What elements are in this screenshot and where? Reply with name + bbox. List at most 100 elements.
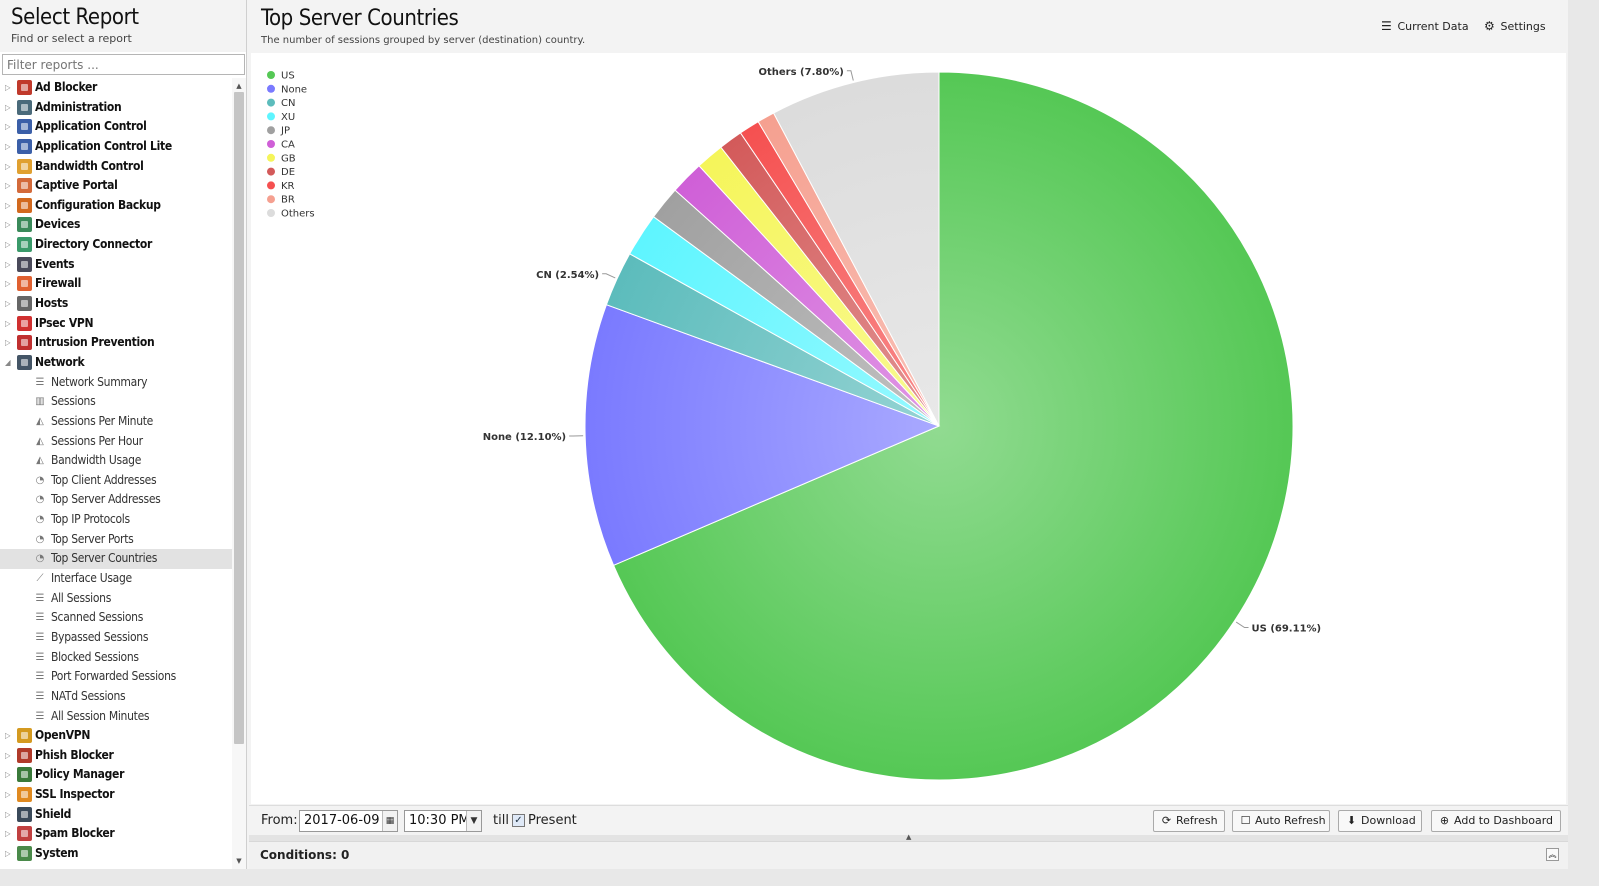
current-data-button[interactable]: ☰ Current Data [1381,19,1469,33]
report-item[interactable]: ◔ Top Server Countries [0,549,232,570]
filter-reports-input[interactable] [2,54,245,75]
report-item[interactable]: ◔ Top IP Protocols [0,510,232,530]
expand-collapse-icon[interactable]: ︽ [1546,848,1559,861]
expand-arrow-icon[interactable]: ▷ [5,259,11,269]
auto-refresh-button[interactable]: ☐ Auto Refresh [1232,810,1330,832]
report-item[interactable]: ☰ Bypassed Sessions [0,628,232,648]
legend-marker[interactable] [267,195,275,204]
tree-category[interactable]: ▷ Directory Connector [0,235,232,255]
legend-item-cn[interactable]: CN [281,98,295,109]
expand-arrow-icon[interactable]: ▷ [5,809,11,819]
legend-item-ca[interactable]: CA [281,140,295,151]
sidebar-scrollbar[interactable]: ▲ ▼ [232,78,246,869]
tree-category[interactable]: ▷ OpenVPN [0,726,232,746]
report-item[interactable]: ◭ Sessions Per Minute [0,412,232,432]
legend-marker[interactable] [267,140,275,148]
expand-arrow-icon[interactable]: ▷ [5,770,11,780]
report-item[interactable]: ▥ Sessions [0,392,232,412]
pie-slice-none[interactable] [584,304,941,566]
date-field[interactable]: 2017-06-09 ▦ [299,810,398,832]
time-field[interactable]: 10:30 PM ▼ [404,810,482,832]
report-item[interactable]: ◔ Top Server Ports [0,530,232,550]
legend-item-gb[interactable]: GB [281,153,296,164]
tree-category[interactable]: ▷ Devices [0,215,232,235]
tree-category[interactable]: ▷ Captive Portal [0,176,232,196]
report-item[interactable]: ☰ NATd Sessions [0,687,232,707]
expand-arrow-icon[interactable]: ▷ [5,318,11,328]
report-item[interactable]: ☰ All Session Minutes [0,707,232,727]
expand-arrow-icon[interactable]: ▷ [5,338,11,348]
collapse-arrow-icon[interactable]: ◢ [5,357,11,367]
tree-category[interactable]: ▷ Administration [0,98,232,118]
tree-category[interactable]: ▷ Bandwidth Control [0,157,232,177]
scrollbar-thumb[interactable] [234,92,244,744]
add-to-dashboard-button[interactable]: ⊕ Add to Dashboard [1431,810,1561,832]
tree-category[interactable]: ◢ Network [0,353,232,373]
tree-category[interactable]: ▷ IPsec VPN [0,314,232,334]
panel-splitter[interactable]: ▲ [249,833,1568,841]
tree-category[interactable]: ▷ Phish Blocker [0,746,232,766]
tree-category[interactable]: ▷ Policy Manager [0,765,232,785]
expand-arrow-icon[interactable]: ▷ [5,181,11,191]
settings-button[interactable]: ⚙ Settings [1484,19,1546,33]
expand-arrow-icon[interactable]: ▷ [5,102,11,112]
legend-marker[interactable] [267,98,275,107]
report-item[interactable]: ☰ Port Forwarded Sessions [0,667,232,687]
expand-arrow-icon[interactable]: ▷ [5,200,11,210]
legend-marker[interactable] [267,153,275,162]
scroll-down-arrow-icon[interactable]: ▼ [236,857,242,865]
tree-category[interactable]: ▷ Application Control [0,117,232,137]
expand-arrow-icon[interactable]: ▷ [5,848,11,858]
expand-arrow-icon[interactable]: ▷ [5,299,11,309]
expand-arrow-icon[interactable]: ▷ [5,790,11,800]
expand-arrow-icon[interactable]: ▷ [5,141,11,151]
report-item[interactable]: ☰ Network Summary [0,373,232,393]
tree-category[interactable]: ▷ Hosts [0,294,232,314]
tree-category[interactable]: ▷ Shield [0,805,232,825]
report-item[interactable]: ⟋ Interface Usage [0,569,232,589]
tree-category[interactable]: ▷ Ad Blocker [0,78,232,98]
refresh-button[interactable]: ⟳ Refresh [1153,810,1225,832]
tree-category[interactable]: ▷ Events [0,255,232,275]
legend-marker[interactable] [267,71,275,79]
legend-marker[interactable] [267,209,275,217]
chevron-down-icon[interactable]: ▼ [466,811,481,831]
legend-marker[interactable] [267,112,275,121]
legend-marker[interactable] [267,167,275,176]
tree-category[interactable]: ▷ Spam Blocker [0,824,232,844]
legend-marker[interactable] [267,126,275,135]
legend-item-de[interactable]: DE [281,167,295,178]
expand-arrow-icon[interactable]: ▷ [5,161,11,171]
scroll-up-arrow-icon[interactable]: ▲ [236,82,242,90]
report-item[interactable]: ◭ Sessions Per Hour [0,432,232,452]
tree-category[interactable]: ▷ System [0,844,232,864]
expand-arrow-icon[interactable]: ▷ [5,220,11,230]
report-item[interactable]: ☰ Scanned Sessions [0,608,232,628]
legend-item-none[interactable]: None [281,84,307,95]
report-item[interactable]: ◭ Bandwidth Usage [0,451,232,471]
legend-marker[interactable] [267,181,275,190]
tree-category[interactable]: ▷ Application Control Lite [0,137,232,157]
pie-slice-others[interactable] [772,71,940,427]
legend-item-jp[interactable]: JP [280,126,290,137]
legend-item-us[interactable]: US [281,71,295,82]
legend-marker[interactable] [267,84,275,93]
tree-category[interactable]: ▷ SSL Inspector [0,785,232,805]
download-button[interactable]: ⬇ Download [1338,810,1422,832]
tree-category[interactable]: ▷ Firewall [0,274,232,294]
expand-arrow-icon[interactable]: ▷ [5,240,11,250]
expand-arrow-icon[interactable]: ▷ [5,83,11,92]
legend-item-kr[interactable]: KR [281,181,295,192]
calendar-icon[interactable]: ▦ [382,811,397,831]
report-item[interactable]: ◔ Top Server Addresses [0,490,232,510]
report-item[interactable]: ☰ Blocked Sessions [0,648,232,668]
expand-arrow-icon[interactable]: ▷ [5,750,11,760]
conditions-bar[interactable]: Conditions: 0 ︽ [249,841,1568,869]
expand-arrow-icon[interactable]: ▷ [5,829,11,839]
legend-item-xu[interactable]: XU [281,112,295,123]
expand-arrow-icon[interactable]: ▷ [5,731,11,741]
legend-item-br[interactable]: BR [281,195,295,206]
chevron-up-icon[interactable]: ▲ [906,833,912,841]
tree-category[interactable]: ▷ Intrusion Prevention [0,333,232,353]
report-item[interactable]: ☰ All Sessions [0,589,232,609]
